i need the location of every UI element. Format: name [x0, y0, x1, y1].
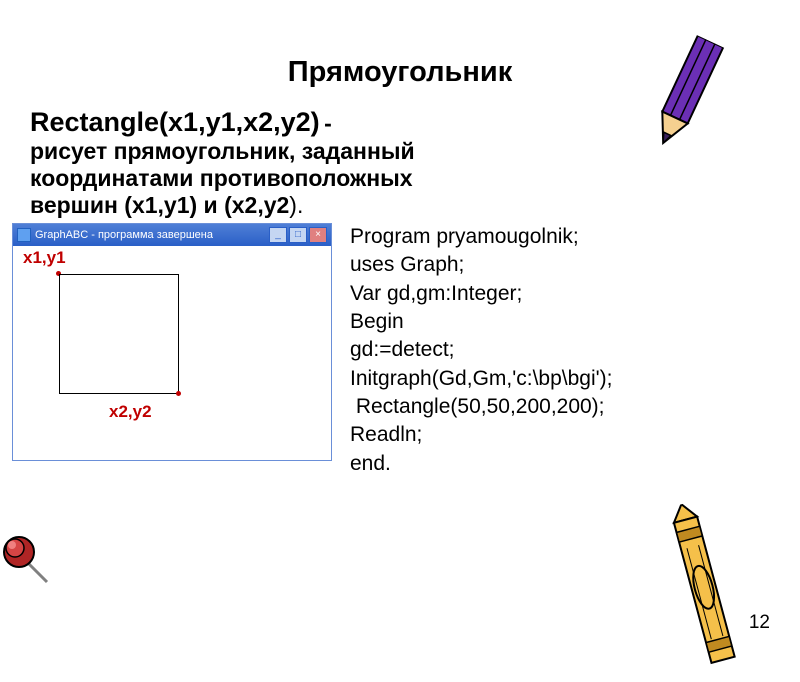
crayon-decoration [649, 495, 762, 682]
dash: - [324, 110, 332, 136]
description-line-3: вершин (x1,y1) и (x2,y2). [30, 192, 770, 219]
vertex-dot-2 [176, 391, 181, 396]
desc3-part-a: вершин [30, 192, 124, 218]
code-line-3: Begin [350, 308, 612, 336]
coord-label-1: x1,y1 [23, 248, 66, 268]
code-line-8: end. [350, 450, 612, 478]
desc3-part-e: ). [289, 192, 303, 218]
minimize-button[interactable]: _ [269, 227, 287, 243]
desc3-coord1: (x1,y1) [124, 192, 197, 218]
desc3-coord2: (x2,y2 [224, 192, 289, 218]
pushpin-decoration [0, 526, 59, 595]
window-titlebar: GraphABC - программа завершена _ □ × [13, 224, 331, 246]
code-line-7: Readln; [350, 421, 612, 449]
code-line-1: uses Graph; [350, 251, 612, 279]
close-button[interactable]: × [309, 227, 327, 243]
desc3-part-c: и [197, 192, 224, 218]
graphabc-window: GraphABC - программа завершена _ □ × x1,… [12, 223, 332, 461]
maximize-button[interactable]: □ [289, 227, 307, 243]
code-listing: Program pryamougolnik; uses Graph; Var g… [350, 223, 612, 478]
code-line-0: Program pryamougolnik; [350, 223, 612, 251]
code-line-6: Rectangle(50,50,200,200); [350, 393, 612, 421]
window-title-text: GraphABC - программа завершена [35, 229, 269, 241]
window-app-icon [17, 228, 31, 242]
code-line-4: gd:=detect; [350, 336, 612, 364]
code-line-5: Initgraph(Gd,Gm,'c:\bp\bgi'); [350, 365, 612, 393]
function-name: Rectangle(x1,y1,x2,y2) [30, 107, 320, 137]
drawn-rectangle [59, 274, 179, 394]
window-canvas: x1,y1 x2,y2 [13, 246, 331, 460]
window-buttons: _ □ × [269, 227, 327, 243]
code-line-2: Var gd,gm:Integer; [350, 280, 612, 308]
page-number: 12 [749, 612, 770, 634]
coord-label-2: x2,y2 [109, 402, 152, 422]
description-line-2: координатами противоположных [30, 165, 770, 192]
